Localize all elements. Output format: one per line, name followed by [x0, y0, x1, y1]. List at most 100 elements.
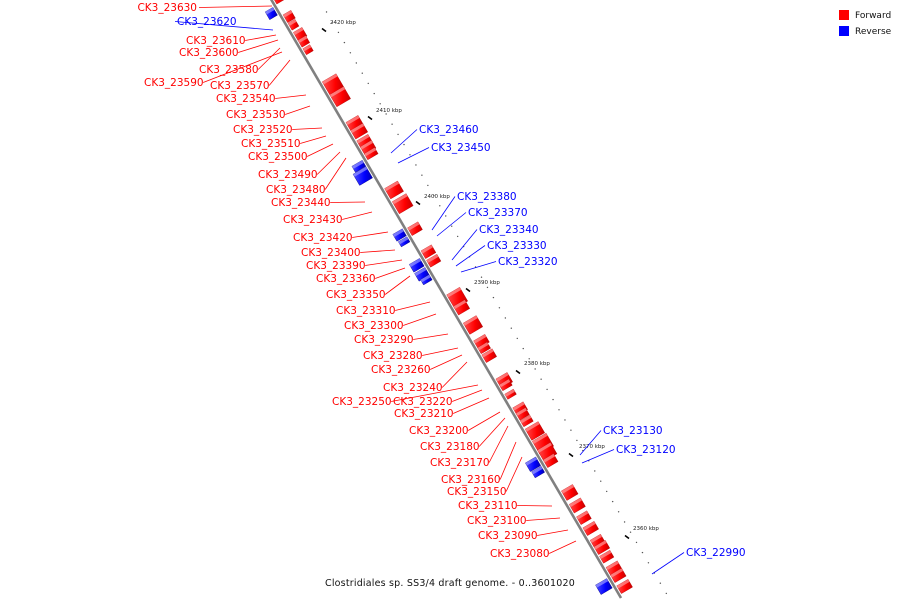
axis-tick-label: 2380 kbp: [524, 361, 550, 367]
gene-leader-line: [352, 231, 389, 238]
gene-blocks: [264, 0, 633, 595]
gene-block-highlight: [616, 579, 630, 589]
axis-minor-dot: [659, 582, 662, 584]
gene-block-highlight: [606, 560, 619, 571]
gene-block-highlight: [360, 140, 373, 150]
gene-label: CK3_23100: [467, 515, 527, 527]
axis-tick-label: 2360 kbp: [633, 526, 659, 532]
gene-label: CK3_23400: [301, 247, 361, 259]
gene-label: CK3_23180: [420, 441, 480, 453]
gene-label: CK3_23490: [258, 169, 318, 181]
axis-minor-dot: [391, 123, 393, 125]
forward-gene-block: [420, 244, 437, 259]
forward-gene-block: [524, 421, 545, 441]
gene-leader-line: [330, 201, 366, 203]
axis-tick-label: 2370 kbp: [579, 444, 605, 450]
gene-label: CK3_23610: [186, 35, 246, 47]
gene-label: CK3_23500: [248, 151, 308, 163]
axis-ticks: 2420 kbp 2410 kbp 2400 kbp 2390 kbp 2380 kbp…: [321, 11, 668, 595]
gene-block-highlight: [329, 86, 346, 98]
axis-minor-dot: [397, 133, 399, 136]
gene-leader-line: [441, 361, 468, 388]
gene-block-highlight: [576, 510, 589, 520]
gene-label: CK3_23090: [478, 530, 538, 542]
gene-leader-line: [391, 384, 479, 402]
reverse-gene-block: [408, 258, 425, 273]
gene-leader-line: [245, 34, 277, 41]
gene-leader-line: [174, 21, 274, 31]
axis-minor-dot: [546, 388, 548, 391]
gene-block-highlight: [356, 134, 370, 144]
gene-label: CK3_23600: [179, 47, 239, 59]
gene-leader-line: [451, 229, 478, 261]
gene-label: CK3_23530: [226, 109, 286, 121]
gene-label: CK3_23350: [326, 289, 386, 301]
axis-minor-dot: [349, 52, 352, 54]
forward-gene-block: [610, 568, 627, 583]
gene-leader-line: [537, 529, 569, 536]
axis-minor-dot: [594, 470, 596, 472]
legend-forward-label: Forward: [855, 11, 891, 21]
gene-leader-line: [436, 212, 467, 237]
axis-minor-dot: [331, 21, 334, 23]
axis-minor-dot: [451, 225, 453, 227]
gene-leader-line: [395, 301, 431, 311]
axis-minor-dot: [355, 62, 358, 64]
axis-minor-dot: [456, 235, 459, 238]
axis-minor-dot: [361, 72, 363, 74]
gene-leader-line: [316, 151, 341, 175]
gene-label: CK3_23440: [271, 197, 331, 209]
gene-leader-line: [292, 127, 323, 130]
gene-block-highlight: [569, 497, 582, 508]
gene-label: CK3_23380: [457, 191, 517, 203]
gene-label: CK3_23420: [293, 232, 353, 244]
gene-leader-line: [268, 59, 291, 86]
gene-block-highlight: [297, 35, 308, 43]
gene-block-highlight: [499, 379, 511, 388]
gene-leader-line: [403, 313, 437, 326]
axis-minor-dot: [480, 276, 483, 278]
forward-gene-block: [274, 0, 285, 5]
gene-label: CK3_23460: [419, 124, 479, 136]
axis-minor-dot: [379, 103, 381, 105]
gene-leader-line: [275, 94, 307, 99]
gene-block-highlight: [515, 407, 527, 416]
gene-label: CK3_23480: [266, 184, 326, 196]
forward-gene-block: [599, 549, 615, 564]
gene-label: CK3_23150: [447, 486, 507, 498]
axis-minor-dot: [445, 215, 447, 217]
gene-block-highlight: [293, 27, 304, 36]
axis-minor-dot: [564, 419, 566, 421]
gene-leader-line: [324, 157, 347, 190]
gene-label: CK3_23200: [409, 425, 469, 437]
gene-label: CK3_23370: [468, 207, 528, 219]
gene-leader-line: [238, 39, 279, 53]
axis-minor-dot: [552, 398, 554, 401]
axis-minor-dot: [516, 337, 518, 340]
gene-block-highlight: [590, 534, 603, 543]
gene-label: CK3_23280: [363, 350, 423, 362]
gene-block-highlight: [525, 456, 538, 466]
gene-leader-line: [526, 517, 561, 521]
gene-label: CK3_23310: [336, 305, 396, 317]
gene-block-highlight: [543, 453, 556, 463]
gene-leader-line: [499, 441, 517, 480]
gene-label: CK3_23330: [487, 240, 547, 252]
gene-label: CK3_23160: [441, 474, 501, 486]
gene-block-highlight: [532, 433, 548, 444]
gene-block-highlight: [599, 550, 612, 559]
forward-gene-block: [481, 348, 497, 363]
gene-leader-line: [413, 333, 449, 340]
gene-leader-line: [452, 389, 483, 402]
gene-label: CK3_23570: [210, 80, 270, 92]
gene-block-highlight: [398, 236, 409, 245]
axis-minor-dot: [433, 194, 435, 197]
gene-leader-line: [467, 411, 501, 431]
axis-minor-dot: [641, 551, 644, 554]
label-leader-lines: [174, 5, 685, 575]
gene-label: CK3_23290: [354, 334, 414, 346]
gene-block-highlight: [504, 389, 515, 397]
gene-leader-line: [390, 129, 418, 154]
gene-block-highlight: [302, 44, 312, 52]
gene-block-highlight: [409, 258, 422, 268]
